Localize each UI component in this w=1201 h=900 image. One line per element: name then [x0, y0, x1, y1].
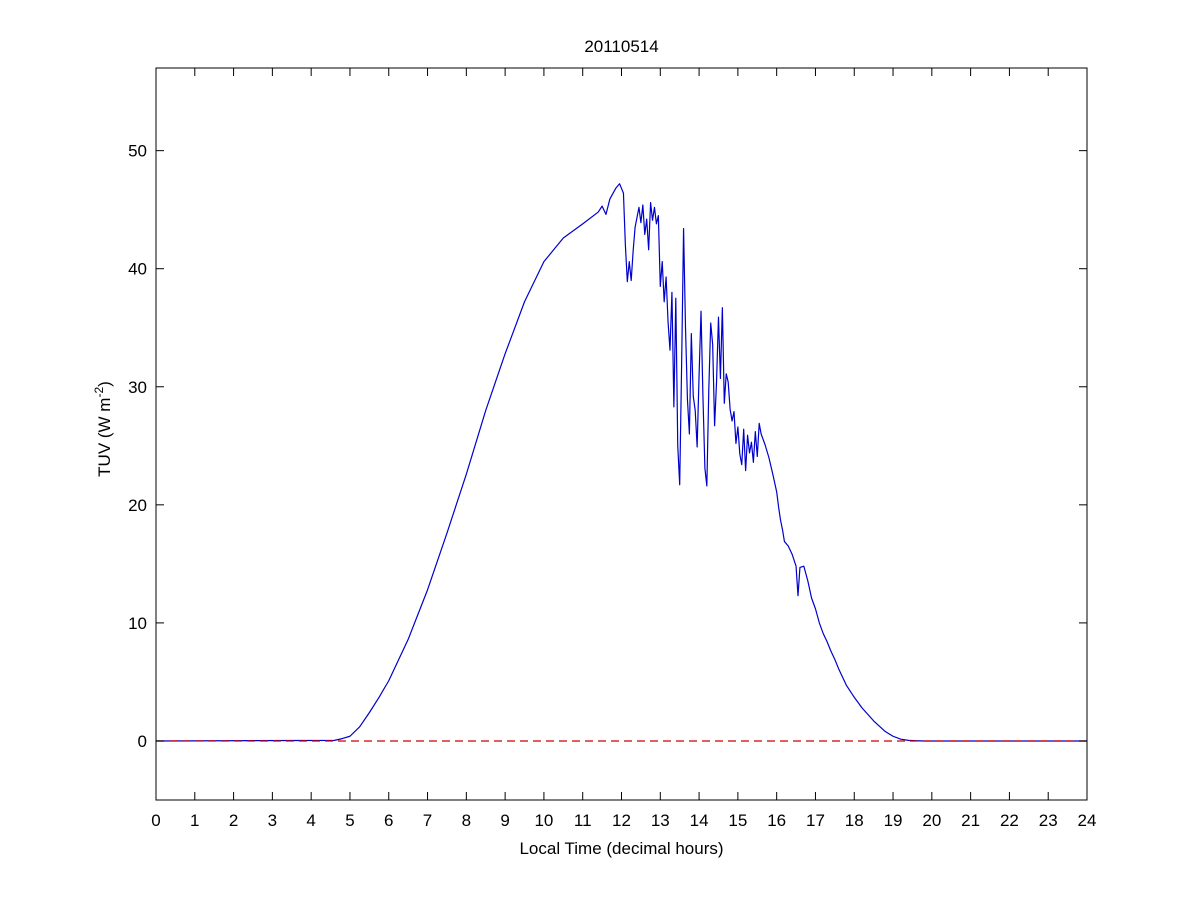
x-tick-label: 23	[1039, 811, 1058, 830]
tick-layer: 0 1 2 3 4 5 6 7 8 9 10 11 12 13 14 15 16 17 18 19 20 21 22 23 24…	[128, 68, 1096, 830]
x-tick-label: 5	[345, 811, 354, 830]
x-tick-label: 12	[612, 811, 631, 830]
y-tick-label: 20	[128, 496, 147, 515]
x-tick-label: 3	[268, 811, 277, 830]
x-tick-label: 2	[229, 811, 238, 830]
y-tick-label: 50	[128, 142, 147, 161]
x-tick-label: 22	[1000, 811, 1019, 830]
x-tick-label: 13	[651, 811, 670, 830]
x-tick-label: 17	[806, 811, 825, 830]
x-tick-label: 16	[767, 811, 786, 830]
y-tick-label: 30	[128, 378, 147, 397]
x-tick-label: 7	[423, 811, 432, 830]
x-tick-label: 6	[384, 811, 393, 830]
x-tick-label: 15	[728, 811, 747, 830]
y-axis-label-base: TUV (W m	[95, 398, 114, 477]
x-tick-label: 4	[306, 811, 315, 830]
x-tick-label: 14	[690, 811, 709, 830]
x-tick-label: 11	[574, 811, 592, 830]
x-tick-label: 8	[462, 811, 471, 830]
x-tick-label: 9	[500, 811, 509, 830]
x-tick-label: 21	[961, 811, 980, 830]
x-tick-label: 24	[1078, 811, 1097, 830]
chart-title: 20110514	[584, 37, 658, 56]
tuv-series-line	[155, 183, 1087, 742]
y-tick-label: 10	[128, 614, 147, 633]
y-tick-label: 40	[128, 260, 147, 279]
y-axis-label-exponent: -2	[92, 387, 106, 398]
y-axis-label: TUV (W m-2)	[92, 381, 114, 477]
series-layer	[155, 183, 1087, 742]
x-tick-label: 10	[534, 811, 553, 830]
x-tick-label: 20	[922, 811, 941, 830]
x-tick-label: 0	[151, 811, 160, 830]
x-tick-label: 18	[845, 811, 864, 830]
x-tick-label: 19	[884, 811, 903, 830]
x-tick-label: 1	[190, 811, 199, 830]
y-axis-label-close: )	[95, 381, 114, 387]
y-tick-label: 0	[138, 732, 147, 751]
x-axis-label: Local Time (decimal hours)	[519, 839, 723, 858]
